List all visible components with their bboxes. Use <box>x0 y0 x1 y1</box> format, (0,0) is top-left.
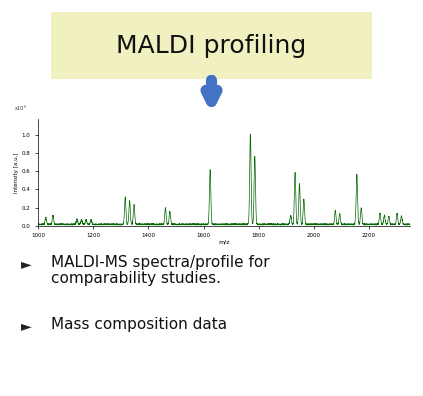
Text: comparability studies.: comparability studies. <box>51 271 221 286</box>
FancyBboxPatch shape <box>25 6 398 85</box>
Text: x10$^5$: x10$^5$ <box>14 104 27 113</box>
Y-axis label: Intensity [a.u.]: Intensity [a.u.] <box>14 152 19 192</box>
Text: ►: ► <box>21 257 32 271</box>
Text: MALDI-MS spectra/profile for: MALDI-MS spectra/profile for <box>51 255 269 270</box>
Text: MALDI profiling: MALDI profiling <box>116 34 307 57</box>
Text: ►: ► <box>21 319 32 333</box>
Text: Mass composition data: Mass composition data <box>51 317 227 332</box>
X-axis label: m/z: m/z <box>218 240 230 245</box>
FancyArrowPatch shape <box>206 80 217 101</box>
